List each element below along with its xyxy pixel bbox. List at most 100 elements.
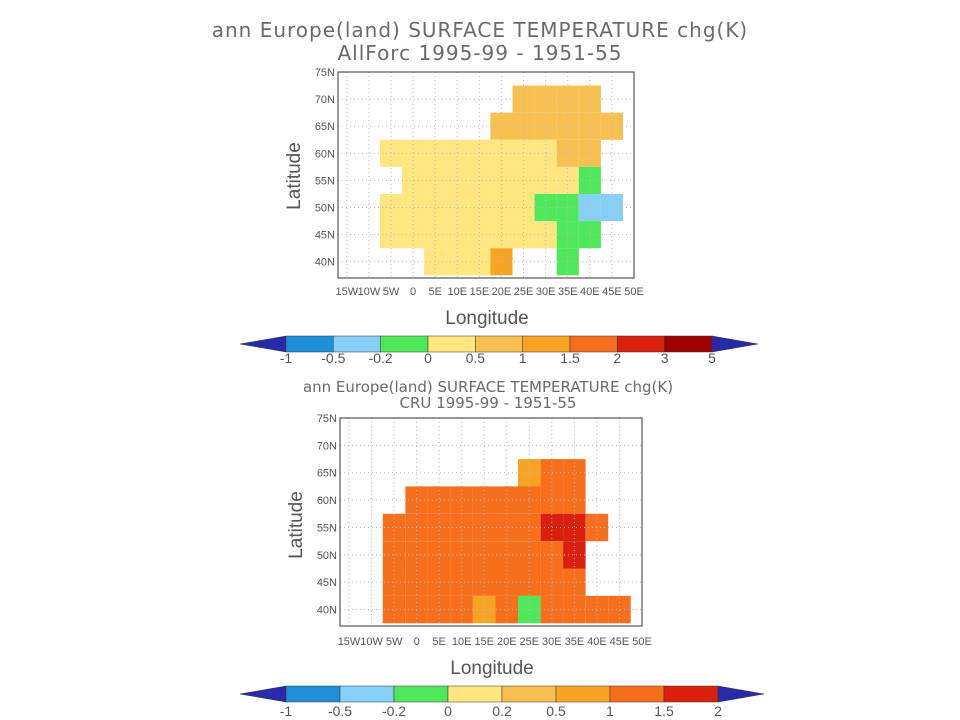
heatmap-cell — [427, 513, 451, 542]
heatmap-cell — [446, 248, 469, 276]
y-tick-label: 65N — [317, 468, 337, 480]
x-tick-label: 50E — [632, 636, 652, 648]
heatmap-cell — [424, 221, 447, 249]
heatmap-cell — [556, 221, 579, 249]
panel1-title-line1: ann Europe(land) SURFACE TEMPERATURE chg… — [211, 18, 749, 42]
heatmap-cell — [556, 194, 579, 222]
colorbar-label: 0.2 — [492, 703, 512, 719]
panel-1-plot: 15W 10W 5W 0 5E 10E 15E 20E 25E 30E 35E 40E 45E 50E 40… — [239, 67, 759, 366]
x-tick-label: 25E — [520, 636, 540, 648]
y-tick-label: 50N — [315, 203, 335, 215]
colorbar-label: 2 — [613, 350, 621, 366]
y-tick-label: 45N — [317, 577, 337, 589]
plot-frame — [339, 417, 643, 627]
colorbar-swatch — [664, 335, 713, 353]
colorbar-label: -0.5 — [328, 703, 352, 719]
colorbar-label: -0.2 — [382, 703, 406, 719]
x-tick-label: 5E — [432, 636, 445, 648]
heatmap-cell — [446, 139, 469, 167]
heatmap-cell — [563, 595, 586, 624]
x-tick-label: 40E — [587, 636, 607, 648]
heatmap-cell — [578, 221, 601, 249]
x-tick-label: 15E — [474, 636, 494, 648]
heatmap-cell — [534, 221, 557, 249]
colorbar-label: 1 — [606, 703, 614, 719]
x-axis-label: Longitude — [450, 658, 533, 679]
heatmap-cell — [556, 139, 579, 167]
heatmap-cell — [534, 112, 557, 140]
heatmap-cell — [540, 486, 564, 514]
x-tick-label: 15E — [470, 286, 490, 298]
panel2-title-line2: CRU 1995-99 - 1951-55 — [399, 394, 577, 412]
colorbar-swatch — [609, 685, 665, 703]
colorbar-label: 3 — [661, 350, 669, 366]
y-tick-label: 55N — [315, 175, 335, 187]
colorbar-label: -0.2 — [369, 350, 393, 366]
heatmap-cell — [556, 112, 579, 140]
panel1-title-line2: AllForc 1995-99 - 1951-55 — [337, 41, 623, 65]
y-tick-label: 70N — [315, 94, 335, 106]
panel-2-plot: 15W 10W 5W 0 5E 10E 15E 20E 25E 30E 35E 40E 45E 50E 40… — [239, 413, 765, 719]
heatmap-cell — [450, 513, 473, 542]
x-tick-label: 35E — [558, 286, 578, 298]
y-tick-label: 65N — [315, 121, 335, 133]
colorbar-label: 2 — [714, 703, 722, 719]
heatmap-cell — [578, 194, 601, 222]
x-tick-label: 35E — [565, 636, 585, 648]
heatmap-cell — [427, 595, 451, 624]
heatmap-cell — [490, 221, 513, 249]
y-tick-label: 60N — [317, 495, 337, 507]
colorbar: -1 -0.5 -0.2 0 0.5 1 1.5 2 3 5 — [239, 335, 759, 366]
heatmap-cell — [495, 486, 518, 514]
heatmap-cell — [427, 486, 451, 514]
heatmap-cell — [380, 194, 403, 222]
colorbar-label: 1.5 — [654, 703, 674, 719]
heatmap-cell — [450, 595, 473, 624]
heatmap-cell — [424, 139, 447, 167]
heatmap-cell — [490, 248, 513, 276]
heatmap-cell — [534, 194, 557, 222]
heatmap-cell — [468, 139, 491, 167]
y-tick-label: 40N — [317, 605, 337, 617]
heatmap-cell — [402, 139, 425, 167]
x-tick-label: 15W — [336, 286, 359, 298]
colorbar-label: 0.5 — [546, 703, 566, 719]
heatmap-cell — [540, 513, 564, 542]
heatmap-cell — [382, 595, 406, 624]
y-tick-label: 40N — [315, 257, 335, 269]
colorbar-swatch — [617, 335, 665, 353]
heatmap-cell — [518, 486, 541, 514]
heatmap-cell — [518, 595, 541, 624]
x-tick-label: 5W — [386, 636, 403, 648]
heatmap-cell — [495, 595, 518, 624]
heatmap-cell — [578, 112, 601, 140]
colorbar-label: 1 — [519, 350, 527, 366]
heatmap-cell — [402, 194, 425, 222]
heatmap-cell — [518, 513, 541, 542]
heatmap-cell — [468, 221, 491, 249]
heatmap-cell — [512, 221, 535, 249]
heatmap-cell — [424, 194, 447, 222]
colorbar-swatch — [447, 685, 503, 703]
colorbar-swatch — [555, 685, 611, 703]
x-tick-label: 5E — [428, 286, 441, 298]
colorbar-swatch — [285, 685, 341, 703]
heatmap-cell — [468, 194, 491, 222]
heatmap-cell — [380, 221, 403, 249]
y-tick-label: 75N — [317, 413, 337, 425]
colorbar-label: 0.5 — [466, 350, 486, 366]
colorbar-high-arrow — [717, 685, 765, 703]
x-tick-label: 50E — [624, 286, 644, 298]
x-tick-label: 20E — [497, 636, 517, 648]
y-tick-label: 50N — [317, 550, 337, 562]
x-tick-label: 45E — [602, 286, 622, 298]
y-tick-label: 70N — [317, 440, 337, 452]
heatmap-cell — [563, 513, 586, 542]
heatmap-cell — [608, 595, 631, 624]
colorbar-label: 0 — [444, 703, 452, 719]
heatmap-cell — [450, 486, 473, 514]
x-tick-label: 0 — [410, 286, 416, 298]
heatmap-cell — [540, 459, 564, 487]
x-tick-label: 10W — [360, 636, 383, 648]
